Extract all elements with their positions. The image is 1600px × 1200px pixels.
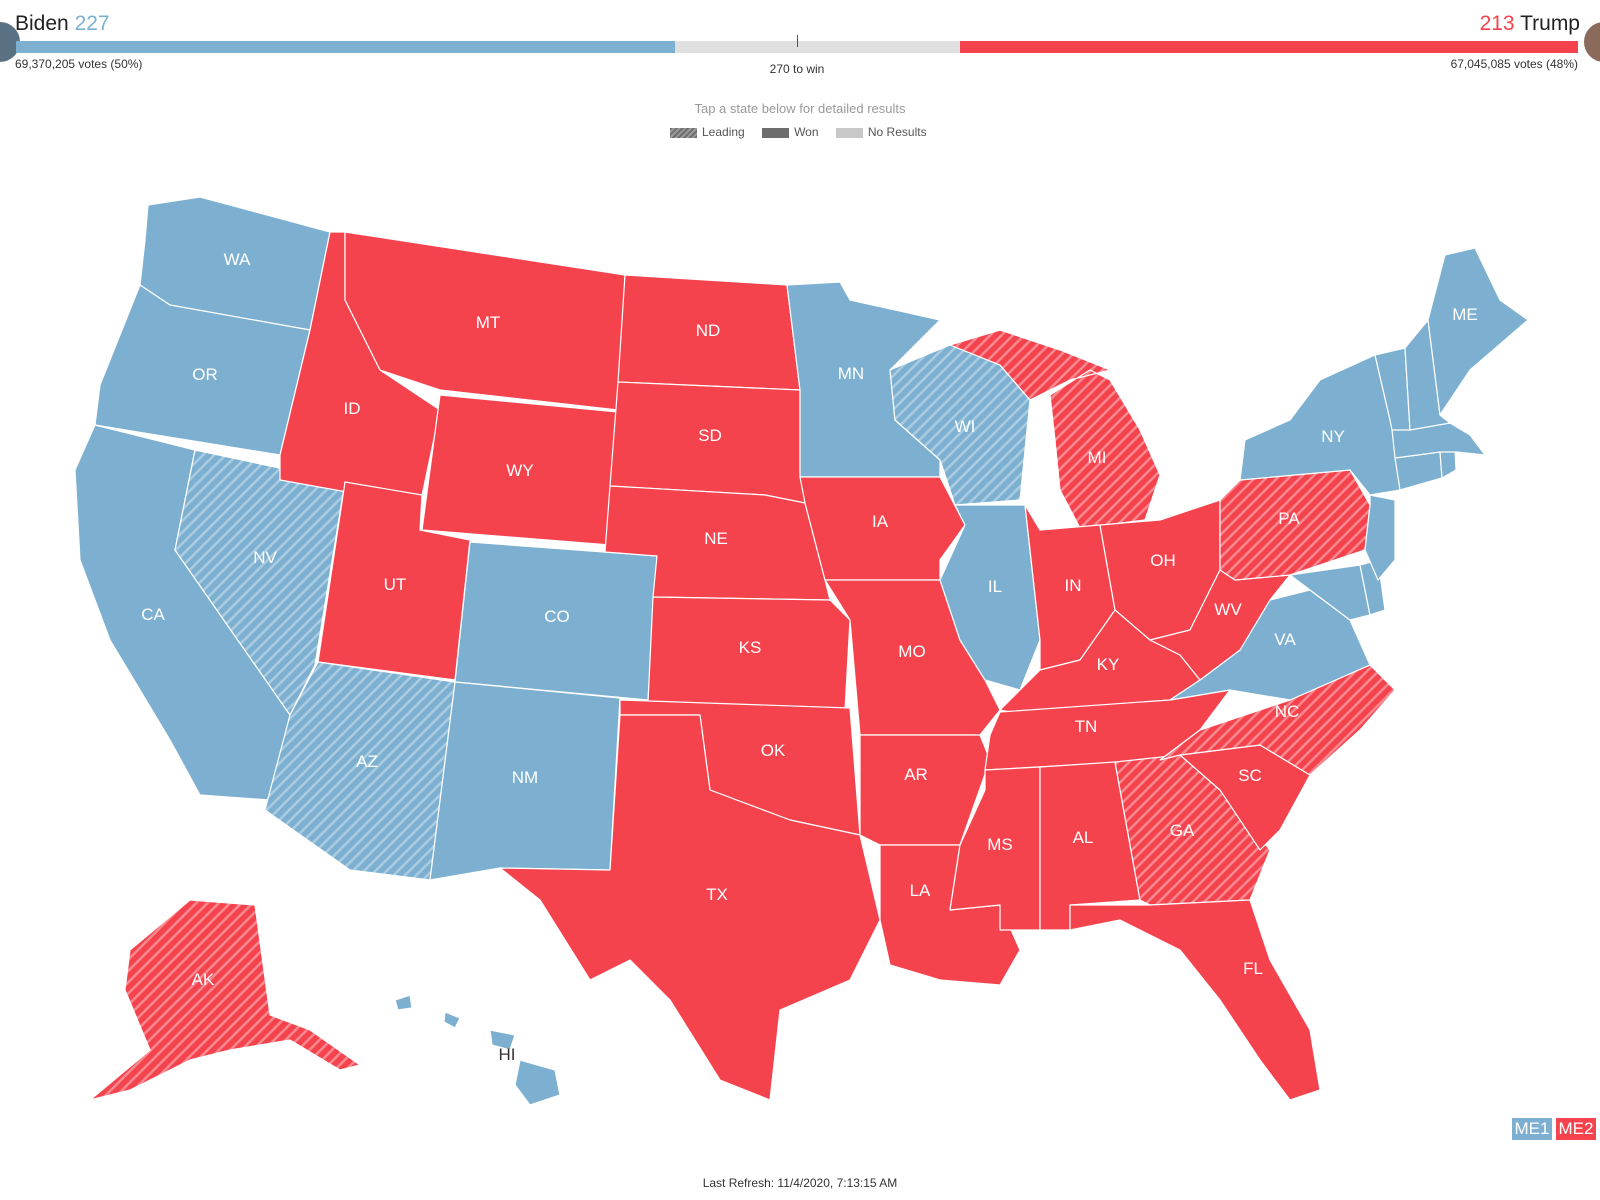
trump-avatar bbox=[1582, 20, 1600, 64]
state-label-mo: MO bbox=[898, 642, 925, 661]
state-label-nd: ND bbox=[696, 321, 721, 340]
state-label-va: VA bbox=[1274, 630, 1296, 649]
map-legend: Leading Won No Results bbox=[670, 125, 941, 141]
state-vt[interactable] bbox=[1374, 347, 1411, 431]
state-ma[interactable] bbox=[1391, 422, 1486, 459]
state-label-nv: NV bbox=[253, 548, 277, 567]
state-label-wa: WA bbox=[224, 250, 251, 269]
state-nc[interactable] bbox=[1159, 664, 1396, 776]
state-label-nc: NC bbox=[1275, 702, 1300, 721]
state-label-or: OR bbox=[192, 365, 218, 384]
rep-name: Trump bbox=[1520, 12, 1580, 35]
legend-leading-label: Leading bbox=[702, 125, 745, 139]
state-label-ks: KS bbox=[739, 638, 762, 657]
state-label-oh: OH bbox=[1150, 551, 1176, 570]
me1-district-box[interactable]: ME1 bbox=[1512, 1118, 1552, 1140]
dem-name: Biden bbox=[15, 12, 69, 35]
state-label-ga: GA bbox=[1170, 821, 1195, 840]
state-label-il: IL bbox=[988, 577, 1002, 596]
state-shapes bbox=[74, 196, 1529, 1106]
state-label-wy: WY bbox=[506, 461, 533, 480]
state-label-me: ME bbox=[1452, 305, 1478, 324]
state-ri[interactable] bbox=[1439, 449, 1457, 479]
state-label-in: IN bbox=[1065, 576, 1082, 595]
state-hi[interactable] bbox=[394, 994, 561, 1106]
state-label-ca: CA bbox=[141, 605, 165, 624]
state-label-hi: HI bbox=[499, 1045, 516, 1064]
state-label-al: AL bbox=[1073, 828, 1094, 847]
state-label-ny: NY bbox=[1321, 427, 1345, 446]
rep-electoral-votes: 213 bbox=[1479, 12, 1515, 35]
state-label-wi: WI bbox=[955, 417, 976, 436]
us-electoral-map: WA OR CA NV ID MT WY UT AZ CO NM ND SD NE KS OK TX MN IA MO… bbox=[74, 196, 1529, 1106]
state-nh[interactable] bbox=[1404, 319, 1451, 431]
state-label-la: LA bbox=[910, 881, 931, 900]
state-md[interactable] bbox=[1289, 564, 1371, 621]
state-label-co: CO bbox=[544, 607, 570, 626]
state-label-ky: KY bbox=[1097, 655, 1120, 674]
state-label-ak: AK bbox=[192, 970, 215, 989]
rep-popular-votes: 67,045,085 votes (48%) bbox=[1450, 57, 1578, 71]
state-label-ms: MS bbox=[987, 835, 1013, 854]
win-threshold-label: 270 to win bbox=[769, 62, 825, 76]
state-label-sc: SC bbox=[1238, 766, 1262, 785]
state-ct[interactable] bbox=[1394, 451, 1443, 491]
state-label-ok: OK bbox=[761, 741, 786, 760]
state-wv[interactable] bbox=[1149, 569, 1291, 681]
state-nj[interactable] bbox=[1364, 494, 1396, 581]
win-threshold-tick bbox=[797, 35, 798, 47]
leading-swatch bbox=[670, 127, 697, 138]
state-label-ia: IA bbox=[872, 512, 889, 531]
state-label-tx: TX bbox=[706, 885, 728, 904]
state-label-ar: AR bbox=[904, 765, 928, 784]
map-instructions: Tap a state below for detailed results bbox=[694, 101, 906, 116]
state-label-id: ID bbox=[344, 399, 361, 418]
me2-district-box[interactable]: ME2 bbox=[1556, 1118, 1596, 1140]
results-header: Biden 227 213 Trump 270 to win 69,370,20… bbox=[0, 0, 1600, 80]
dem-candidate: Biden 227 bbox=[15, 12, 110, 36]
rep-candidate: 213 Trump bbox=[1480, 12, 1580, 36]
no-results-swatch bbox=[835, 127, 863, 138]
state-labels: WA OR CA NV ID MT WY UT AZ CO NM ND SD NE KS OK TX MN IA MO… bbox=[141, 250, 1478, 1064]
state-label-mt: MT bbox=[476, 313, 501, 332]
state-label-sd: SD bbox=[698, 426, 722, 445]
last-refresh: Last Refresh: 11/4/2020, 7:13:15 AM bbox=[702, 1176, 898, 1190]
state-mi[interactable] bbox=[949, 329, 1161, 529]
state-label-ut: UT bbox=[384, 575, 407, 594]
state-label-fl: FL bbox=[1243, 959, 1263, 978]
state-label-wv: WV bbox=[1214, 600, 1242, 619]
state-label-az: AZ bbox=[356, 752, 378, 771]
state-label-mn: MN bbox=[838, 364, 864, 383]
state-fl[interactable] bbox=[1069, 899, 1321, 1101]
rep-bar-fill bbox=[959, 41, 1578, 53]
legend-leading: Leading bbox=[670, 125, 745, 139]
dem-bar-fill bbox=[16, 41, 676, 53]
state-ks[interactable] bbox=[647, 596, 851, 711]
state-label-tn: TN bbox=[1075, 717, 1098, 736]
state-label-ne: NE bbox=[704, 529, 728, 548]
legend-no-results-label: No Results bbox=[867, 125, 927, 139]
dem-popular-votes: 69,370,205 votes (50%) bbox=[15, 57, 143, 71]
electoral-vote-bar bbox=[16, 41, 1578, 53]
state-ak[interactable] bbox=[89, 899, 361, 1101]
dem-electoral-votes: 227 bbox=[74, 12, 110, 35]
legend-no-results: No Results bbox=[835, 125, 927, 139]
legend-won-label: Won bbox=[794, 125, 819, 139]
state-tx[interactable] bbox=[499, 714, 881, 1101]
state-me[interactable] bbox=[1427, 247, 1529, 416]
state-ia[interactable] bbox=[799, 476, 966, 581]
state-label-mi: MI bbox=[1088, 448, 1107, 467]
state-label-nm: NM bbox=[512, 768, 538, 787]
state-label-pa: PA bbox=[1278, 509, 1300, 528]
legend-won: Won bbox=[762, 125, 819, 139]
won-swatch bbox=[762, 127, 790, 138]
